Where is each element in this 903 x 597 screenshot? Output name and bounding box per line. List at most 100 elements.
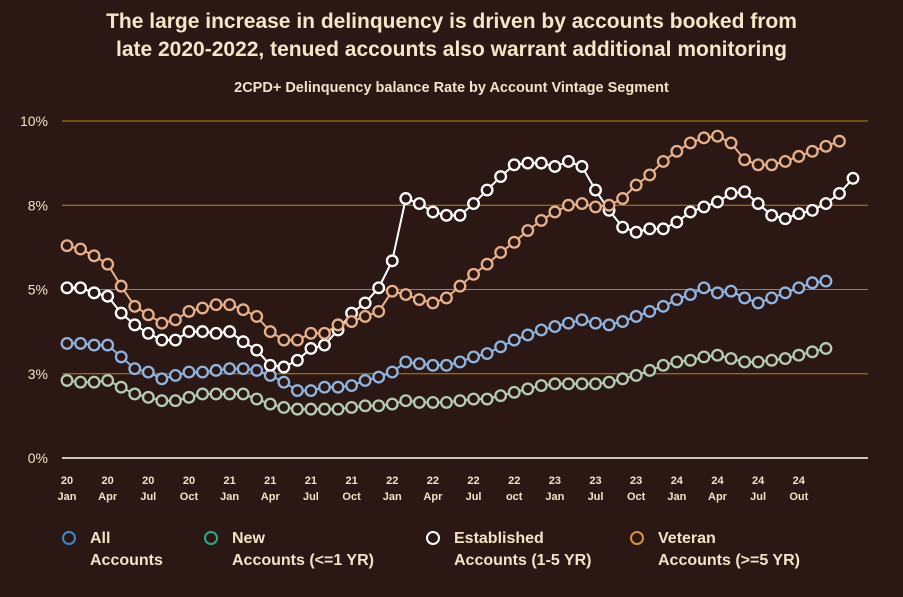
x-tick-year: 20: [142, 475, 154, 487]
data-point: [318, 380, 331, 394]
data-point: [209, 298, 223, 312]
data-point: [629, 225, 643, 239]
data-point: [467, 392, 481, 406]
legend-label-line-1: Established: [454, 530, 544, 547]
data-point: [534, 213, 548, 227]
x-tick-year: 23: [630, 475, 642, 487]
data-point: [805, 203, 819, 217]
data-point: [521, 328, 535, 342]
data-point: [670, 215, 684, 229]
data-point: [575, 160, 589, 173]
legend-item: All Accounts: [62, 528, 163, 572]
data-point: [101, 257, 115, 271]
data-point: [263, 325, 277, 339]
x-tick-year: 22: [508, 475, 520, 487]
data-point: [372, 399, 386, 413]
data-point: [290, 333, 304, 347]
data-point: [331, 402, 345, 416]
data-point: [589, 183, 602, 197]
data-point: [87, 249, 101, 263]
data-point: [223, 387, 237, 401]
data-point: [643, 168, 657, 182]
data-point: [60, 336, 74, 350]
data-point: [711, 195, 724, 209]
data-point: [236, 362, 250, 376]
data-point: [453, 208, 467, 222]
data-point: [575, 313, 589, 327]
data-point: [467, 197, 481, 211]
x-tick-month: Jan: [220, 491, 239, 503]
data-point: [683, 205, 697, 219]
data-point: [670, 355, 684, 369]
data-point: [724, 136, 738, 150]
data-point: [643, 304, 657, 318]
data-point: [765, 291, 779, 305]
data-point: [439, 291, 453, 305]
data-point: [182, 365, 196, 379]
data-point: [467, 267, 481, 281]
data-point: [656, 222, 670, 236]
x-tick-month: Jul: [140, 491, 156, 503]
data-point: [656, 154, 670, 168]
legend-label: Veteran Accounts (>=5 YR): [658, 528, 800, 572]
x-tick-year: 20: [102, 475, 114, 487]
data-point: [74, 375, 88, 389]
data-point: [561, 198, 575, 212]
data-point: [155, 394, 169, 408]
data-point: [589, 200, 602, 214]
data-point: [439, 208, 453, 222]
data-point: [846, 171, 860, 185]
data-point: [832, 187, 846, 200]
x-tick-year: 23: [589, 475, 601, 487]
x-tick-month: Jul: [750, 491, 766, 503]
data-point: [751, 296, 765, 310]
data-point: [629, 310, 643, 323]
data-point: [683, 288, 697, 302]
x-tick-month: oct: [506, 491, 523, 503]
chart-title-line-2: late 2020-2022, tenued accounts also war…: [115, 38, 787, 61]
legend-item: New Accounts (<=1 YR): [204, 528, 374, 572]
chart-subtitle: 2CPD+ Delinquency balance Rate by Accoun…: [234, 80, 669, 96]
data-point: [141, 308, 155, 322]
data-point: [209, 363, 223, 377]
data-point: [534, 156, 548, 170]
data-point: [250, 310, 264, 323]
data-point: [277, 401, 291, 414]
data-point: [114, 306, 128, 320]
data-point: [480, 347, 494, 360]
data-point: [114, 350, 128, 364]
data-point: [399, 288, 413, 302]
chart-title-line-1: The large increase in delinquency is dri…: [106, 10, 797, 33]
data-point: [656, 299, 670, 313]
data-point: [805, 144, 819, 158]
data-point: [738, 185, 752, 199]
data-point: [236, 387, 250, 401]
data-point: [507, 333, 521, 347]
x-tick-month: Jan: [58, 491, 77, 503]
legend-label-line-2: Accounts (<=1 YR): [232, 552, 374, 569]
data-point: [561, 377, 575, 391]
data-point: [711, 129, 724, 143]
data-point: [358, 310, 372, 323]
data-point: [683, 353, 697, 367]
data-point: [521, 224, 535, 237]
data-point: [589, 316, 602, 330]
data-point: [412, 357, 426, 371]
data-point: [548, 320, 562, 334]
data-point: [128, 387, 142, 401]
data-point: [114, 279, 128, 293]
data-point: [196, 325, 209, 339]
data-point: [372, 304, 386, 318]
x-tick-month: Jan: [383, 491, 402, 503]
x-tick-month: Jul: [466, 491, 482, 503]
data-point: [453, 355, 467, 369]
x-tick-month: Jul: [303, 491, 319, 503]
data-point: [778, 286, 792, 300]
data-point: [548, 205, 562, 219]
x-tick-month: Apr: [261, 491, 281, 503]
data-point: [507, 235, 521, 249]
data-point: [697, 350, 711, 364]
data-point: [385, 254, 399, 268]
x-tick-month: Jan: [667, 491, 686, 503]
data-point: [751, 355, 765, 369]
